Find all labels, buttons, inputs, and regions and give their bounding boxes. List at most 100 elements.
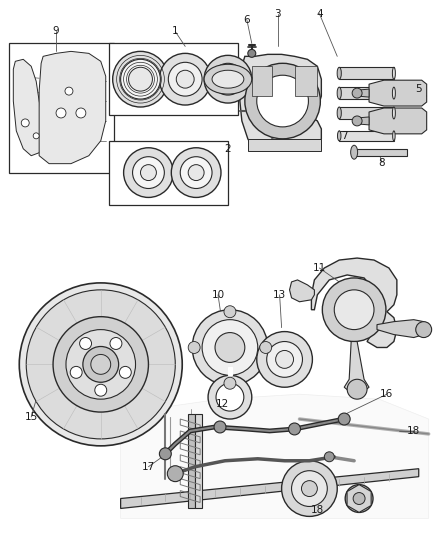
Circle shape (214, 421, 226, 433)
Ellipse shape (351, 146, 357, 159)
Circle shape (267, 342, 303, 377)
Polygon shape (188, 414, 195, 508)
Polygon shape (311, 258, 397, 348)
Circle shape (292, 471, 327, 506)
Circle shape (171, 148, 221, 197)
Circle shape (257, 75, 308, 127)
Circle shape (276, 351, 293, 368)
Polygon shape (228, 367, 232, 375)
Circle shape (91, 354, 111, 374)
Circle shape (245, 63, 320, 139)
Text: 12: 12 (215, 399, 229, 409)
Circle shape (416, 321, 431, 337)
Circle shape (204, 55, 252, 103)
Polygon shape (347, 484, 371, 512)
Text: 5: 5 (415, 84, 422, 94)
Circle shape (113, 51, 168, 107)
Circle shape (110, 337, 122, 350)
Text: 1: 1 (172, 27, 179, 36)
Circle shape (76, 108, 86, 118)
Circle shape (334, 290, 374, 329)
Circle shape (141, 165, 156, 181)
Text: 16: 16 (380, 389, 394, 399)
Circle shape (212, 63, 244, 95)
Circle shape (257, 332, 312, 387)
Polygon shape (339, 67, 394, 79)
Circle shape (159, 448, 171, 460)
Circle shape (124, 148, 173, 197)
Circle shape (338, 413, 350, 425)
Circle shape (168, 62, 202, 96)
Circle shape (21, 119, 29, 127)
Text: 2: 2 (225, 144, 231, 154)
Ellipse shape (392, 107, 396, 119)
Text: 9: 9 (53, 27, 60, 36)
Circle shape (56, 108, 66, 118)
Circle shape (301, 481, 318, 497)
Polygon shape (248, 139, 321, 151)
Polygon shape (252, 66, 272, 96)
Text: 17: 17 (142, 462, 155, 472)
Circle shape (289, 423, 300, 435)
Circle shape (129, 67, 152, 91)
Polygon shape (339, 131, 394, 141)
Circle shape (33, 133, 39, 139)
Circle shape (216, 383, 244, 411)
Circle shape (159, 53, 211, 105)
Circle shape (260, 342, 272, 353)
Polygon shape (294, 66, 318, 96)
Circle shape (167, 466, 183, 482)
Ellipse shape (337, 67, 341, 79)
Polygon shape (357, 89, 369, 97)
Polygon shape (339, 107, 394, 119)
Circle shape (215, 333, 245, 362)
Circle shape (180, 157, 212, 189)
Circle shape (120, 59, 160, 99)
Polygon shape (120, 469, 419, 508)
Text: 4: 4 (316, 9, 323, 19)
Circle shape (322, 278, 386, 342)
Circle shape (26, 290, 175, 439)
Circle shape (70, 366, 82, 378)
Circle shape (188, 342, 200, 353)
Circle shape (224, 377, 236, 389)
Polygon shape (354, 149, 407, 156)
Polygon shape (120, 394, 429, 519)
Polygon shape (17, 71, 41, 149)
Ellipse shape (338, 131, 341, 141)
Polygon shape (357, 117, 369, 125)
FancyBboxPatch shape (109, 141, 228, 205)
Circle shape (120, 366, 131, 378)
Text: 18: 18 (311, 505, 324, 515)
Ellipse shape (212, 70, 244, 88)
Text: 10: 10 (212, 290, 225, 300)
Circle shape (65, 87, 73, 95)
Circle shape (208, 375, 252, 419)
Circle shape (353, 492, 365, 504)
Circle shape (133, 157, 164, 189)
Ellipse shape (392, 131, 395, 141)
Polygon shape (13, 59, 43, 156)
Circle shape (352, 88, 362, 98)
Text: 3: 3 (274, 9, 281, 19)
Circle shape (352, 116, 362, 126)
Circle shape (202, 320, 258, 375)
Text: 18: 18 (407, 426, 420, 436)
Ellipse shape (204, 64, 252, 94)
Text: 13: 13 (273, 290, 286, 300)
Polygon shape (39, 51, 106, 164)
Circle shape (19, 283, 182, 446)
Circle shape (95, 384, 107, 396)
Polygon shape (377, 320, 427, 337)
Circle shape (66, 329, 135, 399)
Circle shape (347, 379, 367, 399)
Text: 7: 7 (341, 131, 347, 141)
Circle shape (192, 310, 268, 385)
Circle shape (80, 337, 92, 350)
Circle shape (83, 346, 119, 382)
Circle shape (345, 484, 373, 512)
Circle shape (188, 165, 204, 181)
Ellipse shape (392, 67, 396, 79)
Circle shape (224, 306, 236, 318)
Circle shape (324, 452, 334, 462)
